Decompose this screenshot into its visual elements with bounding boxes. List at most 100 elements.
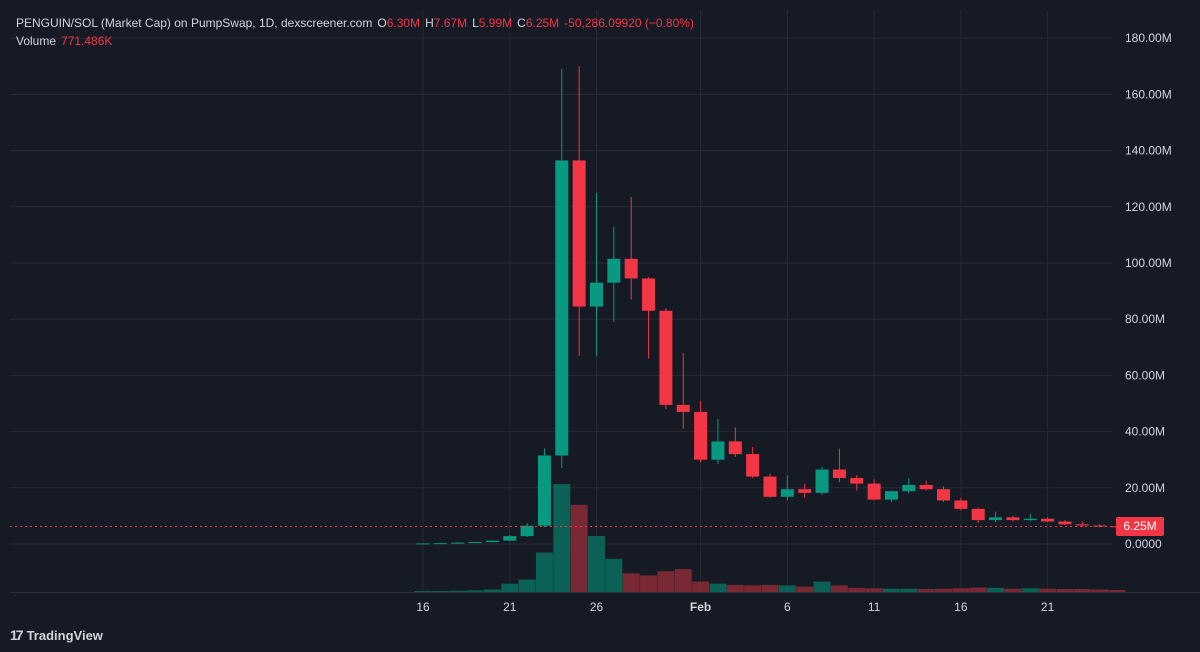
x-tick-label: 21 [503,600,517,614]
candle-body [485,540,499,543]
volume-bars [414,484,1126,592]
candle-body [572,160,586,307]
high-label: H [425,16,434,30]
volume-bar [1056,589,1074,592]
volume-bar [414,591,432,592]
volume-bar [466,590,484,592]
x-tick-label: 11 [868,600,881,614]
candle-body [711,441,725,460]
y-tick-label: 100.00M [1125,256,1172,270]
x-tick-label: 16 [416,600,430,614]
candle-body [728,441,742,455]
candle-body [902,484,916,492]
volume-bar [1021,588,1039,592]
volume-bar [796,586,814,592]
volume-bar [1073,589,1091,592]
candle-body [832,469,846,478]
candle-body [971,508,985,521]
candle-body [416,543,430,545]
candle-body [919,484,933,490]
candle-body [780,489,794,497]
candle-body [659,310,673,405]
candle-body [1023,518,1037,521]
open-value: 6.30M [386,16,421,30]
change-value: -50,286.09920 (−0.80%) [564,16,694,30]
volume-bar [761,584,779,592]
close-value: 6.25M [525,16,560,30]
volume-value: 771.486K [61,34,113,48]
volume-bar [501,583,519,592]
y-tick-label: 20.00M [1125,481,1165,495]
volume-bar [1108,589,1126,592]
candle-body [1058,521,1072,525]
volume-row: Volume 771.486K [16,32,699,50]
y-tick-label: 180.00M [1125,31,1172,45]
volume-bar [1004,588,1022,592]
ohlc-row: PENGUIN/SOL (Market Cap) on PumpSwap, 1D… [16,14,699,32]
candle-body [503,536,517,541]
chart-legend: PENGUIN/SOL (Market Cap) on PumpSwap, 1D… [16,14,699,50]
volume-bar [605,558,623,592]
volume-bar [657,571,675,592]
volume-bar [431,590,449,592]
volume-bar [830,585,848,592]
volume-bar [726,584,744,592]
volume-bar [900,588,918,592]
volume-bar [882,588,900,592]
candle-body [694,411,708,460]
candle-body [468,542,482,544]
candle-body [746,454,760,477]
candles [416,66,1124,545]
time-axis: 16 21 26 Feb 6 11 16 21 [10,592,1200,614]
high-value: 7.67M [433,16,468,30]
candle-body [433,543,447,545]
y-tick-label: 140.00M [1125,144,1172,158]
candle-body [451,542,465,544]
candle-body [989,517,1003,521]
volume-bar [674,569,692,592]
volume-bar [535,552,553,592]
candle-body [798,489,812,493]
candle-body [676,404,690,412]
volume-bar [518,579,536,592]
candle-body [1075,524,1089,526]
candle-body [537,455,551,526]
last-price-tag: 6.25M [1116,517,1164,536]
y-tick-label: 120.00M [1125,200,1172,214]
y-tick-label: 40.00M [1125,425,1165,439]
low-label: L [472,16,479,30]
y-tick-label: 0.0000 [1125,537,1162,551]
volume-bar [813,581,831,592]
volume-bar [1039,588,1057,592]
volume-bar [935,588,952,592]
tradingview-brand[interactable]: 17 TradingView [10,627,103,643]
volume-bar [709,583,727,592]
candle-body [850,477,864,484]
volume-label: Volume [16,34,57,48]
symbol-title: PENGUIN/SOL (Market Cap) on PumpSwap, 1D… [16,16,373,30]
x-tick-label: 26 [590,600,604,614]
volume-bar [553,484,571,592]
candle-body [937,489,950,501]
volume-bar [483,589,501,592]
candle-body [867,483,881,500]
candle-body [555,160,569,456]
y-tick-label: 80.00M [1125,312,1165,326]
candle-body [607,258,621,283]
tradingview-logo-icon: 17 [10,627,24,643]
volume-bar [622,573,640,592]
volume-bar [692,581,710,592]
open-label: O [377,16,387,30]
candle-body [815,469,829,493]
candle-body [884,491,898,500]
candle-body [642,278,656,311]
volume-bar [744,585,762,592]
x-tick-label: Feb [690,600,711,614]
volume-bar [1091,589,1109,592]
low-value: 5.99M [478,16,513,30]
candle-body [954,500,968,509]
volume-bar [987,587,1005,592]
x-tick-label: 6 [784,600,791,614]
volume-bar [917,589,935,592]
